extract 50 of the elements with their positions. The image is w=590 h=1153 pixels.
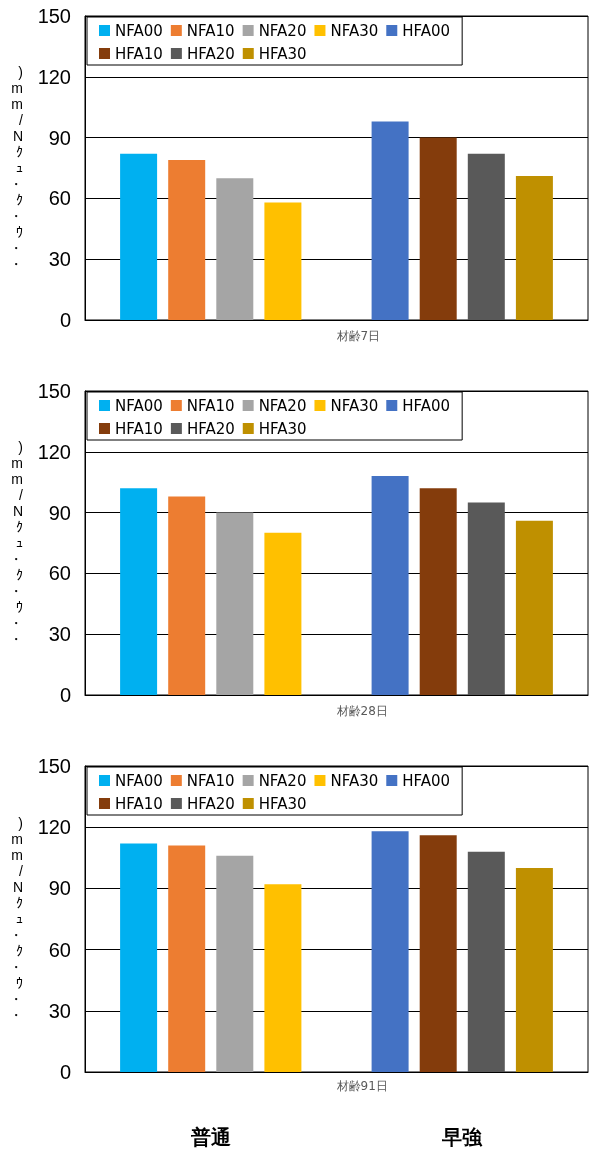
legend-label: NFA00 — [115, 771, 163, 790]
y-tick-label: 120 — [37, 440, 71, 463]
y-tick-label: 30 — [48, 623, 71, 646]
y-tick-label: 150 — [37, 380, 71, 402]
y-tick-label: 90 — [48, 126, 71, 149]
legend-label: HFA30 — [258, 419, 307, 438]
y-tick-label: 90 — [48, 501, 71, 524]
text: )mm/Nｸｭ・ｸ・ｳ・・ — [9, 815, 23, 1023]
y-tick-label: 150 — [37, 755, 71, 777]
legend-label: HFA10 — [115, 419, 163, 438]
x-axis-title: 材齢28日 — [335, 704, 388, 718]
y-tick-label: 30 — [48, 999, 71, 1022]
legend-label: HFA20 — [186, 419, 235, 438]
x-axis-title: 材齢91日 — [335, 1079, 388, 1093]
legend-label: HFA30 — [258, 794, 307, 813]
legend-label: HFA20 — [186, 44, 235, 63]
x-axis-title: 材齢7日 — [335, 329, 381, 343]
x-tick-label: 普通 — [189, 1126, 231, 1148]
legend-label: HFA30 — [258, 44, 307, 63]
y-tick-label: 0 — [59, 309, 71, 331]
legend-label: HFA00 — [402, 21, 451, 40]
legend-label: NFA10 — [186, 21, 235, 40]
y-tick-label: 60 — [48, 187, 71, 210]
y-tick-label: 60 — [48, 938, 71, 961]
legend-label: NFA00 — [115, 21, 163, 40]
legend-label: HFA20 — [186, 794, 235, 813]
legend-label: HFA00 — [402, 771, 451, 790]
y-tick-label: 0 — [59, 684, 71, 706]
legend-label: NFA00 — [115, 396, 163, 415]
legend-label: NFA30 — [330, 21, 379, 40]
x-tick-label: 早強 — [441, 1126, 484, 1148]
text: )mm/Nｸｭ・ｸ・ｳ・・ — [9, 439, 23, 647]
legend-label: HFA00 — [402, 396, 451, 415]
y-tick-label: 60 — [48, 562, 71, 585]
legend-label: HFA10 — [115, 794, 163, 813]
legend-label: NFA10 — [186, 396, 235, 415]
y-tick-label: 120 — [37, 816, 71, 839]
legend-label: NFA10 — [186, 771, 235, 790]
legend-label: NFA20 — [258, 771, 307, 790]
y-tick-label: 90 — [48, 877, 71, 900]
legend-label: NFA20 — [258, 21, 307, 40]
y-tick-label: 150 — [37, 5, 71, 27]
legend-label: HFA10 — [115, 44, 163, 63]
legend-label: NFA30 — [330, 771, 379, 790]
y-tick-label: 120 — [37, 65, 71, 88]
y-tick-label: 0 — [59, 1061, 71, 1083]
legend-label: NFA20 — [258, 396, 307, 415]
text: )mm/Nｸｭ・ｸ・ｳ・・ — [9, 64, 23, 272]
legend-label: NFA30 — [330, 396, 379, 415]
y-tick-label: 30 — [48, 248, 71, 271]
